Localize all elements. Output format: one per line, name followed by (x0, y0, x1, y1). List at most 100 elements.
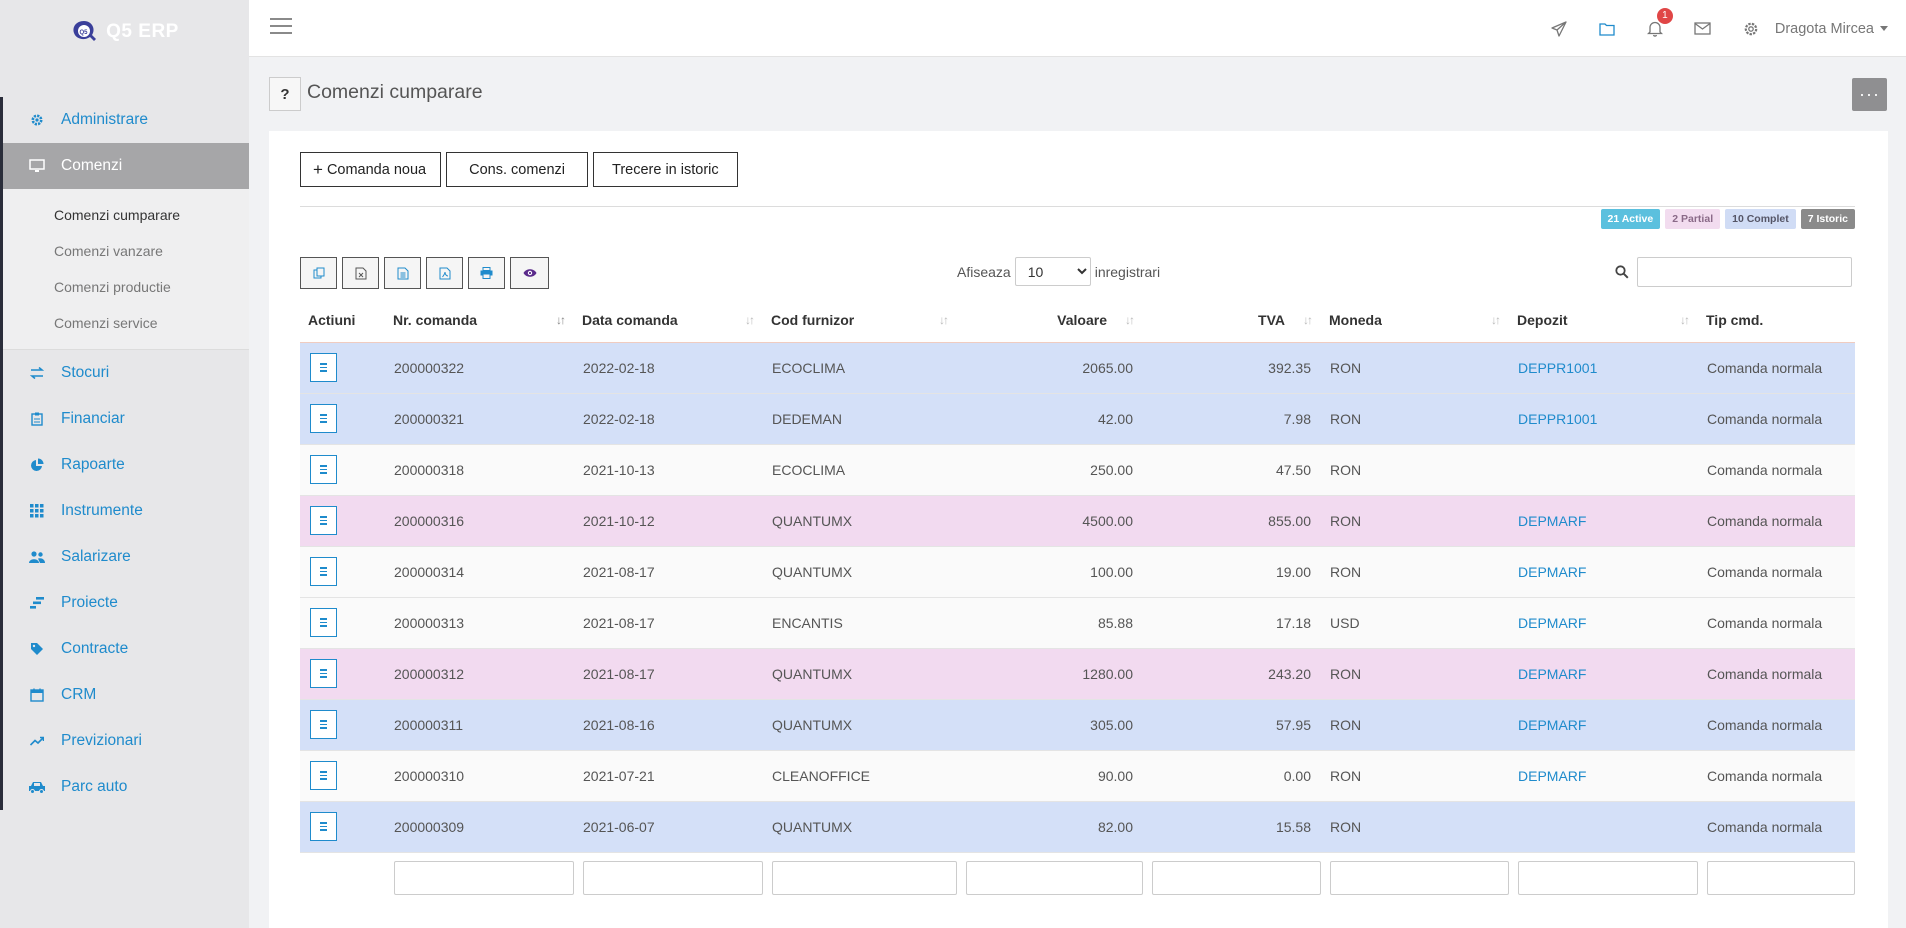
print-icon[interactable] (468, 257, 505, 289)
status-badge-complet[interactable]: 10 Complet (1725, 209, 1796, 229)
row-details-icon[interactable] (310, 506, 337, 535)
row-details-icon[interactable] (310, 353, 337, 382)
cell-depozit-link (1509, 444, 1698, 496)
header-moneda[interactable]: Moneda ↓↑ (1321, 299, 1509, 343)
sidebar-item-administrare[interactable]: Administrare (3, 97, 249, 143)
settings-icon[interactable] (1727, 0, 1775, 57)
header-cod-furnizor[interactable]: Cod furnizor ↓↑ (763, 299, 957, 343)
brand[interactable]: Q5 Q5 ERP (0, 0, 249, 64)
hamburger-menu-icon[interactable] (270, 18, 292, 36)
row-details-icon[interactable] (310, 659, 337, 688)
sidebar-item-parc-auto[interactable]: Parc auto (3, 764, 249, 810)
status-badge-partial[interactable]: 2 Partial (1665, 209, 1721, 229)
cell-valoare: 100.00 (957, 546, 1143, 598)
submenu-item-comenzi-vanzare[interactable]: Comenzi vanzare (54, 243, 163, 259)
table-row[interactable]: 200000311 2021-08-16 QUANTUMX 305.00 57.95 RO… (300, 699, 1855, 751)
sidebar-item-instrumente[interactable]: Instrumente (3, 488, 249, 534)
cell-data-comanda: 2022-02-18 (574, 342, 763, 394)
row-details-icon[interactable] (310, 710, 337, 739)
move-to-history-button[interactable]: Trecere in istoric (593, 152, 738, 187)
page-length-select[interactable]: 10 (1014, 257, 1091, 286)
row-details-icon[interactable] (310, 812, 337, 841)
folder-icon[interactable] (1583, 0, 1631, 57)
sidebar-item-comenzi[interactable]: Comenzi (3, 143, 249, 189)
filter-cod-furnizor-input[interactable] (772, 861, 957, 896)
header-nr-comanda[interactable]: Nr. comanda ↓↑ (385, 299, 574, 343)
cell-tip-cmd: Comanda normala (1698, 801, 1855, 853)
new-order-button[interactable]: + Comanda noua (300, 152, 442, 187)
cell-tip-cmd: Comanda normala (1698, 393, 1855, 445)
help-button[interactable]: ? (269, 77, 301, 111)
row-details-icon[interactable] (310, 608, 337, 637)
cell-depozit-link[interactable]: DEPPR1001 (1509, 393, 1698, 445)
sidebar-item-rapoarte[interactable]: Rapoarte (3, 442, 249, 488)
row-actions-cell (300, 648, 385, 700)
table-row[interactable]: 200000318 2021-10-13 ECOCLIMA 250.00 47.50 RO… (300, 444, 1855, 496)
cell-depozit-link[interactable]: DEPMARF (1509, 648, 1698, 700)
sidebar-item-label: Previzionari (61, 732, 142, 749)
cell-depozit-link[interactable]: DEPPR1001 (1509, 342, 1698, 394)
cell-tip-cmd: Comanda normala (1698, 699, 1855, 751)
submenu-item-comenzi-service[interactable]: Comenzi service (54, 315, 158, 331)
row-details-icon[interactable] (310, 761, 337, 790)
filter-data-comanda-input[interactable] (583, 861, 763, 896)
cell-depozit-link[interactable]: DEPMARF (1509, 699, 1698, 751)
filter-cell (1509, 852, 1698, 904)
filter-depozit-input[interactable] (1518, 861, 1698, 896)
table-row[interactable]: 200000321 2022-02-18 DEDEMAN 42.00 7.98 RON DE… (300, 393, 1855, 445)
sidebar-item-contracte[interactable]: Contracte (3, 626, 249, 672)
header-label: Depozit (1517, 312, 1568, 329)
filter-tva-input[interactable] (1152, 861, 1321, 896)
table-row[interactable]: 200000310 2021-07-21 CLEANOFFICE 90.00 0.00 R… (300, 750, 1855, 802)
table-row[interactable]: 200000313 2021-08-17 ENCANTIS 85.88 17.18 USD… (300, 597, 1855, 649)
sidebar-item-salarizare[interactable]: Salarizare (3, 534, 249, 580)
table-row[interactable]: 200000316 2021-10-12 QUANTUMX 4500.00 855.00… (300, 495, 1855, 547)
row-details-icon[interactable] (310, 557, 337, 586)
header-data-comanda[interactable]: Data comanda ↓↑ (574, 299, 763, 343)
filter-moneda-input[interactable] (1330, 861, 1509, 896)
status-badge-istoric[interactable]: 7 Istoric (1800, 209, 1855, 229)
header-tip-cmd[interactable]: Tip cmd. (1698, 299, 1855, 343)
bell-icon[interactable]: 1 (1631, 0, 1679, 57)
more-options-button[interactable]: ··· (1852, 78, 1887, 111)
mail-icon[interactable] (1679, 0, 1727, 57)
cell-nr-comanda: 200000312 (385, 648, 574, 700)
status-badge-active[interactable]: 21 Active (1600, 209, 1661, 229)
cell-depozit-link[interactable]: DEPMARF (1509, 750, 1698, 802)
sidebar-item-stocuri[interactable]: Stocuri (3, 350, 249, 396)
filter-valoare-input[interactable] (966, 861, 1143, 896)
copy-icon[interactable] (300, 257, 337, 289)
sidebar-item-financiar[interactable]: Financiar (3, 396, 249, 442)
sidebar-item-crm[interactable]: CRM (3, 672, 249, 718)
cons-orders-button[interactable]: Cons. comenzi (446, 152, 589, 187)
filter-nr-comanda-input[interactable] (394, 861, 574, 896)
sidebar-item-previzionari[interactable]: Previzionari (3, 718, 249, 764)
excel-icon[interactable] (342, 257, 379, 289)
header-valoare[interactable]: Valoare ↓↑ (957, 299, 1143, 343)
sidebar-item-proiecte[interactable]: Proiecte (3, 580, 249, 626)
eye-icon[interactable] (510, 257, 549, 289)
table-row[interactable]: 200000309 2021-06-07 QUANTUMX 82.00 15.58 RON… (300, 801, 1855, 853)
cell-tva: 15.58 (1143, 801, 1321, 853)
cell-depozit-link[interactable]: DEPMARF (1509, 597, 1698, 649)
header-depozit[interactable]: Depozit ↓↑ (1509, 299, 1698, 343)
sidebar-item-label: Rapoarte (61, 456, 125, 473)
cell-cod-furnizor: QUANTUMX (763, 495, 957, 547)
filter-tip-cmd-input[interactable] (1707, 861, 1855, 896)
send-icon[interactable] (1535, 0, 1583, 57)
row-details-icon[interactable] (310, 455, 337, 484)
cell-valoare: 250.00 (957, 444, 1143, 496)
pdf-icon[interactable] (426, 257, 463, 289)
cell-depozit-link[interactable]: DEPMARF (1509, 546, 1698, 598)
table-row[interactable]: 200000314 2021-08-17 QUANTUMX 100.00 19.00 RO… (300, 546, 1855, 598)
table-row[interactable]: 200000322 2022-02-18 ECOCLIMA 2065.00 392.35… (300, 342, 1855, 394)
user-menu[interactable]: Dragota Mircea (1775, 21, 1906, 37)
search-input[interactable] (1637, 257, 1852, 287)
table-row[interactable]: 200000312 2021-08-17 QUANTUMX 1280.00 243.20… (300, 648, 1855, 700)
row-details-icon[interactable] (310, 404, 337, 433)
submenu-item-comenzi-cumparare[interactable]: Comenzi cumparare (54, 207, 181, 223)
header-tva[interactable]: TVA ↓↑ (1143, 299, 1321, 343)
csv-icon[interactable] (384, 257, 421, 289)
submenu-item-comenzi-productie[interactable]: Comenzi productie (54, 279, 171, 295)
cell-depozit-link[interactable]: DEPMARF (1509, 495, 1698, 547)
